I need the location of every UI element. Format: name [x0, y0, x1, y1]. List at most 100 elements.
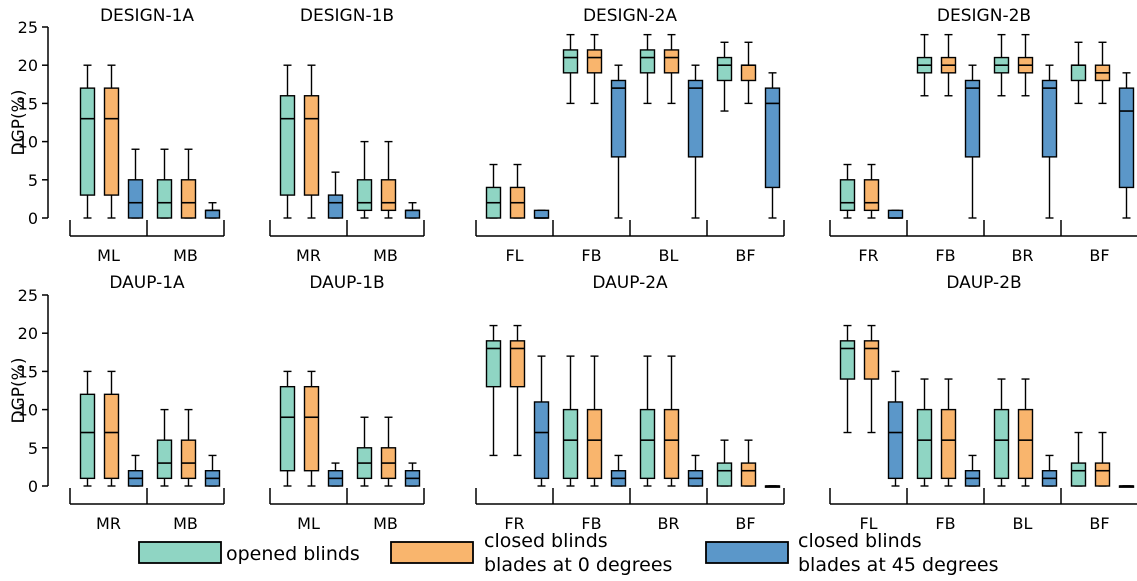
box-closed45 — [1118, 485, 1135, 488]
box-iqr — [533, 209, 550, 219]
box-iqr — [1070, 462, 1087, 487]
legend-label: blades at 45 degrees — [798, 554, 999, 576]
box-closed45 — [964, 64, 981, 219]
box-closed0 — [940, 33, 957, 97]
box-closed45 — [887, 370, 904, 487]
box-opened — [485, 163, 502, 219]
box-closed0 — [1017, 33, 1034, 97]
box-closed45 — [687, 454, 704, 487]
y-tick-label: 0 — [28, 209, 38, 228]
box-iqr — [380, 179, 397, 212]
chart-title: DESIGN-2B — [937, 6, 1031, 26]
box-closed45 — [887, 209, 904, 219]
category-label: BF — [1089, 246, 1109, 265]
box-closed0 — [180, 408, 197, 487]
category-label: MB — [373, 246, 398, 265]
box-opened — [839, 163, 856, 219]
box-iqr — [562, 49, 579, 74]
box-closed45 — [964, 454, 981, 487]
y-axis-label: DGP(%) — [9, 90, 29, 156]
box-opened — [916, 33, 933, 97]
chart-panel: DESIGN-1B MR MB — [269, 6, 425, 265]
box-closed0 — [940, 378, 957, 487]
box-opened — [839, 324, 856, 434]
category-label: BR — [657, 514, 679, 533]
box-opened — [993, 378, 1010, 487]
legend-label: opened blinds — [226, 543, 360, 565]
box-opened — [1070, 431, 1087, 487]
category-label: FB — [581, 514, 601, 533]
box-closed45 — [404, 202, 421, 219]
box-opened — [639, 33, 656, 105]
box-opened — [916, 378, 933, 487]
box-closed0 — [863, 324, 880, 434]
category-label: MB — [173, 246, 198, 265]
box-iqr — [639, 49, 656, 74]
box-closed0 — [740, 41, 757, 105]
y-tick-label: 20 — [18, 56, 38, 75]
box-opened — [639, 355, 656, 487]
box-iqr — [79, 87, 96, 196]
box-iqr — [509, 340, 526, 388]
y-tick-label: 20 — [18, 324, 38, 343]
box-iqr — [327, 194, 344, 219]
box-iqr — [887, 209, 904, 219]
box-closed45 — [687, 64, 704, 219]
box-closed45 — [127, 454, 144, 487]
category-label: BR — [1011, 246, 1033, 265]
box-closed45 — [610, 454, 627, 487]
box-opened — [716, 41, 733, 112]
box-opened — [993, 33, 1010, 97]
category-label: FR — [504, 514, 524, 533]
box-iqr — [663, 408, 680, 480]
category-label: BF — [1089, 514, 1109, 533]
box-opened — [1070, 41, 1087, 105]
category-label: FL — [505, 246, 523, 265]
box-opened — [279, 64, 296, 219]
y-axis-label: DGP(%) — [9, 358, 29, 424]
box-opened — [356, 140, 373, 219]
box-iqr — [610, 79, 627, 158]
box-opened — [485, 324, 502, 457]
box-closed45 — [404, 462, 421, 487]
y-tick-label: 10 — [18, 133, 38, 152]
y-tick-label: 10 — [18, 401, 38, 420]
category-label: BF — [735, 246, 755, 265]
box-opened — [156, 408, 173, 487]
box-closed0 — [103, 64, 120, 219]
box-iqr — [180, 439, 197, 480]
box-opened — [79, 64, 96, 219]
legend-swatch — [705, 541, 789, 564]
legend-swatch — [138, 541, 222, 564]
box-iqr — [1041, 79, 1058, 158]
box-closed45 — [204, 454, 221, 487]
box-iqr — [663, 49, 680, 74]
box-closed45 — [533, 209, 550, 219]
box-closed45 — [204, 202, 221, 219]
box-closed0 — [586, 33, 603, 105]
box-iqr — [863, 340, 880, 380]
box-iqr — [127, 179, 144, 219]
box-closed0 — [1094, 41, 1111, 105]
box-iqr — [356, 179, 373, 212]
category-label: FB — [581, 246, 601, 265]
box-closed0 — [740, 439, 757, 487]
box-closed45 — [1041, 64, 1058, 219]
box-iqr — [964, 79, 981, 158]
box-iqr — [1017, 408, 1034, 480]
chart-title: DESIGN-1B — [300, 6, 394, 26]
legend-label: closed blinds — [798, 530, 922, 552]
box-iqr — [279, 385, 296, 472]
box-closed0 — [380, 140, 397, 219]
box-opened — [562, 33, 579, 105]
box-iqr — [887, 401, 904, 480]
y-tick-label: 25 — [18, 286, 38, 305]
box-iqr — [764, 87, 781, 189]
box-closed0 — [380, 416, 397, 487]
box-iqr — [156, 439, 173, 480]
y-tick-label: 25 — [18, 18, 38, 37]
box-iqr — [740, 462, 757, 487]
legend-label: blades at 0 degrees — [484, 554, 672, 576]
